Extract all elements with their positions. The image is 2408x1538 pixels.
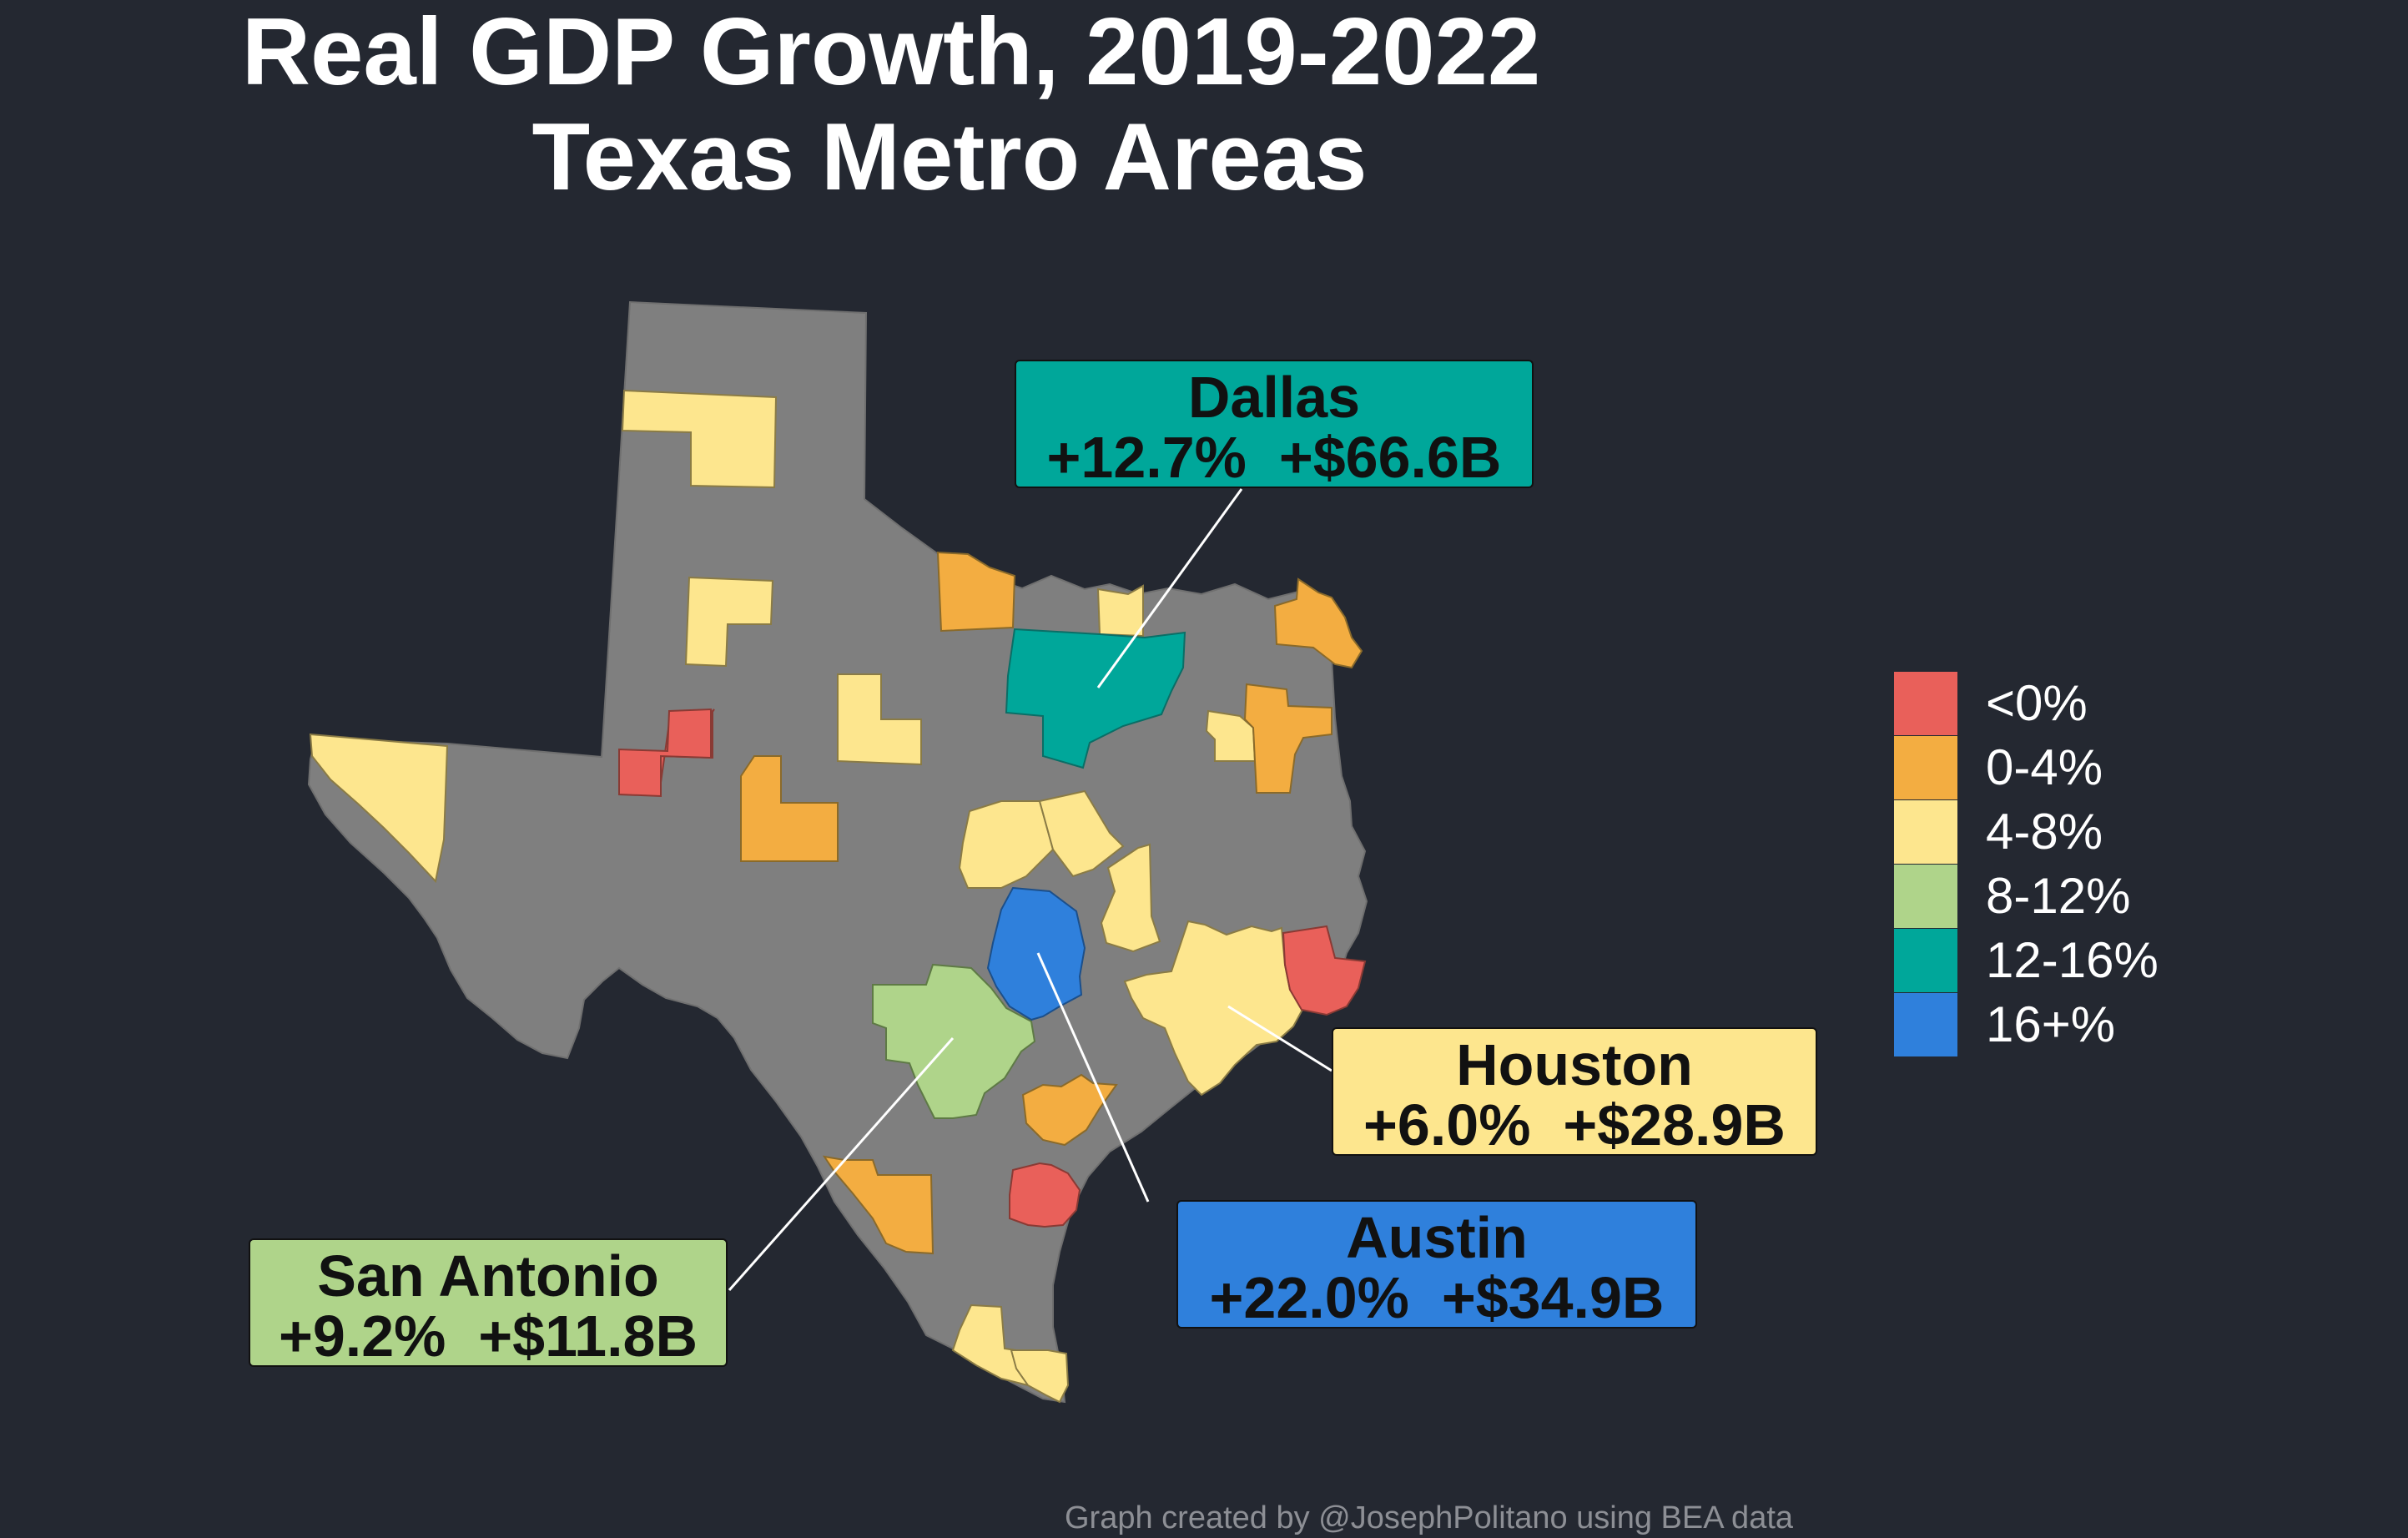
metro-austin (986, 886, 1086, 1021)
dallas-leader-line (1096, 488, 1243, 688)
legend-label: 12-16% (1986, 932, 2159, 988)
metro-corpus-christi (1009, 1162, 1081, 1228)
legend-swatch (1894, 864, 1957, 928)
legend-item: 0-4% (1894, 735, 2159, 799)
metro-longview (1243, 683, 1332, 794)
legend-swatch (1894, 735, 1957, 799)
legend-item: 4-8% (1894, 799, 2159, 864)
legend-item: 16+% (1894, 992, 2159, 1056)
metro-college-station (1100, 843, 1161, 953)
callout-san-antonio: San Antonio +9.2% +$11.8B (249, 1238, 728, 1367)
metro-san-antonio (872, 963, 1036, 1119)
chart-title-line2: Texas Metro Areas (531, 104, 1368, 210)
callout-houston-gdp: +$28.9B (1563, 1092, 1786, 1157)
metro-victoria (1021, 1073, 1118, 1147)
metro-beaumont (1282, 925, 1367, 1016)
callout-austin-gdp: +$34.9B (1441, 1265, 1665, 1330)
metro-dallas (1005, 628, 1186, 769)
legend-label: 16+% (1986, 996, 2116, 1052)
metro-san-angelo (740, 755, 839, 862)
metro-laredo (822, 1155, 934, 1255)
san-antonio-leader-line (728, 1037, 955, 1291)
metro-waco (1038, 789, 1125, 878)
metro-brownsville (1010, 1349, 1070, 1404)
callout-houston: Houston +6.0% +$28.9B (1332, 1027, 1817, 1156)
legend-item: 12-16% (1894, 928, 2159, 992)
austin-leader-line (1036, 952, 1150, 1203)
legend-swatch (1894, 671, 1957, 735)
metro-sherman (1096, 584, 1144, 638)
callout-houston-growth: +6.0% (1363, 1092, 1531, 1157)
metro-houston (1123, 920, 1305, 1097)
metro-amarillo (621, 389, 778, 489)
legend-swatch (1894, 799, 1957, 864)
callout-austin-city: Austin (1346, 1205, 1528, 1270)
legend-item: 8-12% (1894, 864, 2159, 928)
metro-tyler (1205, 709, 1257, 762)
metro-abilene (837, 673, 922, 766)
callout-dallas-growth: +12.7% (1046, 425, 1247, 490)
callout-san-antonio-gdp: +$11.8B (478, 1304, 698, 1369)
houston-leader-line (1227, 1005, 1332, 1072)
metro-lubbock (684, 576, 774, 668)
callout-dallas-gdp: +$66.6B (1278, 425, 1502, 490)
metro-midland-core (618, 708, 712, 798)
legend-label: 8-12% (1986, 868, 2131, 924)
legend: <0% 0-4% 4-8% 8-12% 12-16% 16+% (1894, 671, 2159, 1056)
legend-swatch (1894, 992, 1957, 1056)
callout-houston-stats: +6.0% +$28.9B (1333, 1096, 1816, 1154)
metro-wichita-falls (936, 551, 1016, 633)
legend-swatch (1894, 928, 1957, 992)
legend-label: 0-4% (1986, 739, 2103, 795)
callout-austin-growth: +22.0% (1209, 1265, 1409, 1330)
source-credit: Graph created by @JosephPolitano using B… (1065, 1500, 1794, 1535)
legend-item: <0% (1894, 671, 2159, 735)
callout-dallas: Dallas +12.7% +$66.6B (1015, 360, 1534, 488)
metro-texarkana (1273, 577, 1363, 669)
callout-dallas-stats: +12.7% +$66.6B (1016, 428, 1532, 487)
callout-houston-city: Houston (1456, 1032, 1693, 1097)
callout-austin: Austin +22.0% +$34.9B (1176, 1200, 1697, 1329)
callout-san-antonio-growth: +9.2% (278, 1304, 446, 1369)
callout-dallas-city: Dallas (1187, 365, 1361, 430)
metro-el-paso (309, 733, 449, 884)
callout-austin-stats: +22.0% +$34.9B (1178, 1268, 1695, 1327)
chart-title-line1: Real GDP Growth, 2019-2022 (241, 0, 1541, 105)
metro-killeen (958, 800, 1055, 889)
callout-san-antonio-stats: +9.2% +$11.8B (250, 1307, 726, 1365)
callout-san-antonio-city: San Antonio (317, 1243, 659, 1309)
legend-label: 4-8% (1986, 804, 2103, 860)
legend-label: <0% (1986, 675, 2088, 731)
